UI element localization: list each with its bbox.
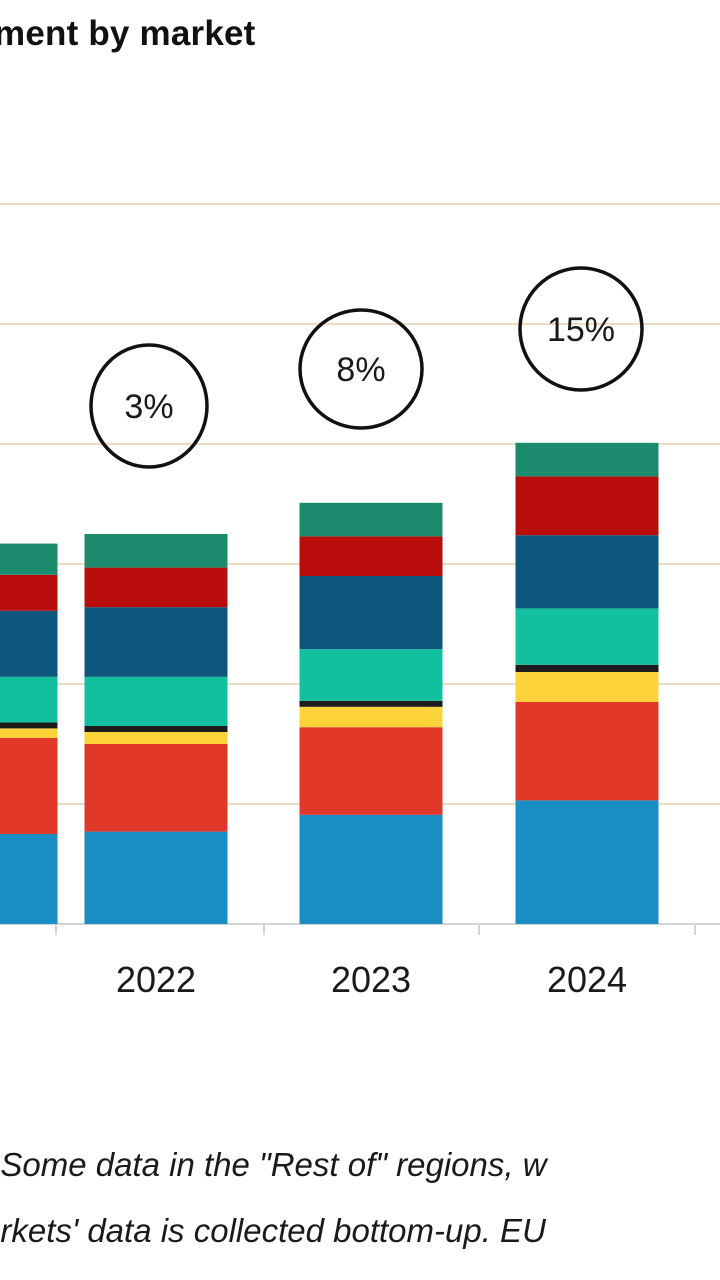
- bar-2022-segment-5: [84, 676, 228, 726]
- bar-2023-segment-4: [299, 700, 443, 707]
- bar-2023-segment-8: [299, 502, 443, 537]
- bar-2022-segment-1: [84, 831, 228, 924]
- bar-2024-segment-2: [515, 702, 659, 801]
- bar-2024-segment-3: [515, 672, 659, 702]
- bar-2022-segment-3: [84, 732, 228, 744]
- growth-annotations: 3% 8% 15%: [89, 266, 644, 469]
- annotation-circle-2023: [298, 308, 424, 430]
- annotation-label-2022: 3%: [124, 388, 173, 426]
- bar-2024-segment-4: [515, 664, 659, 672]
- x-label-2022: 2022: [116, 959, 196, 1000]
- bar-2023-segment-7: [299, 536, 443, 576]
- bar-2021-segment-2: [0, 738, 58, 834]
- bar-2024-segment-7: [515, 476, 659, 536]
- bar-2024-segment-1: [515, 800, 659, 924]
- bar-2022-segment-6: [84, 607, 228, 677]
- bar-2022-segment-8: [84, 534, 228, 568]
- bars: [0, 442, 659, 924]
- bar-2021-segment-5: [0, 676, 58, 723]
- x-label-2023: 2023: [331, 959, 411, 1000]
- note-line-1: : Some data in the "Rest of" regions, w: [0, 1146, 547, 1183]
- bar-2023-segment-5: [299, 649, 443, 701]
- annotation-label-2024: 15%: [547, 311, 615, 349]
- bar-2021-segment-3: [0, 728, 58, 738]
- note-line-2: arkets' data is collected bottom-up. EU: [0, 1212, 546, 1249]
- x-tick-labels: 2022 2023 2024: [116, 959, 627, 1000]
- bar-2024-segment-6: [515, 535, 659, 609]
- annotation-2023: 8%: [298, 308, 424, 430]
- bar-stack-2022: [84, 534, 228, 924]
- annotation-circle-2022: [89, 343, 209, 469]
- x-label-2024: 2024: [547, 959, 627, 1000]
- bar-2021-segment-4: [0, 722, 58, 729]
- bar-2021-segment-6: [0, 610, 58, 677]
- bar-stack-2023: [299, 502, 443, 924]
- chart-title: ment by market: [0, 14, 256, 53]
- bar-2023-segment-3: [299, 706, 443, 728]
- bar-2024-segment-8: [515, 442, 659, 477]
- bar-stack-2021: [0, 543, 58, 924]
- bar-stack-2024: [515, 442, 659, 924]
- bar-2022-segment-7: [84, 567, 228, 608]
- bar-2021-segment-8: [0, 543, 58, 575]
- annotation-label-2023: 8%: [336, 351, 385, 389]
- annotation-2024: 15%: [518, 266, 644, 392]
- bar-2021-segment-7: [0, 574, 58, 611]
- bar-2023-segment-2: [299, 727, 443, 815]
- annotation-circle-2024: [518, 266, 644, 392]
- bar-2022-segment-4: [84, 726, 228, 732]
- bar-2022-segment-2: [84, 744, 228, 832]
- annotation-2022: 3%: [89, 343, 209, 469]
- bar-2023-segment-1: [299, 814, 443, 924]
- bar-2024-segment-5: [515, 608, 659, 665]
- bar-2021-segment-1: [0, 834, 58, 924]
- bar-2023-segment-6: [299, 576, 443, 650]
- x-axis: [0, 923, 720, 935]
